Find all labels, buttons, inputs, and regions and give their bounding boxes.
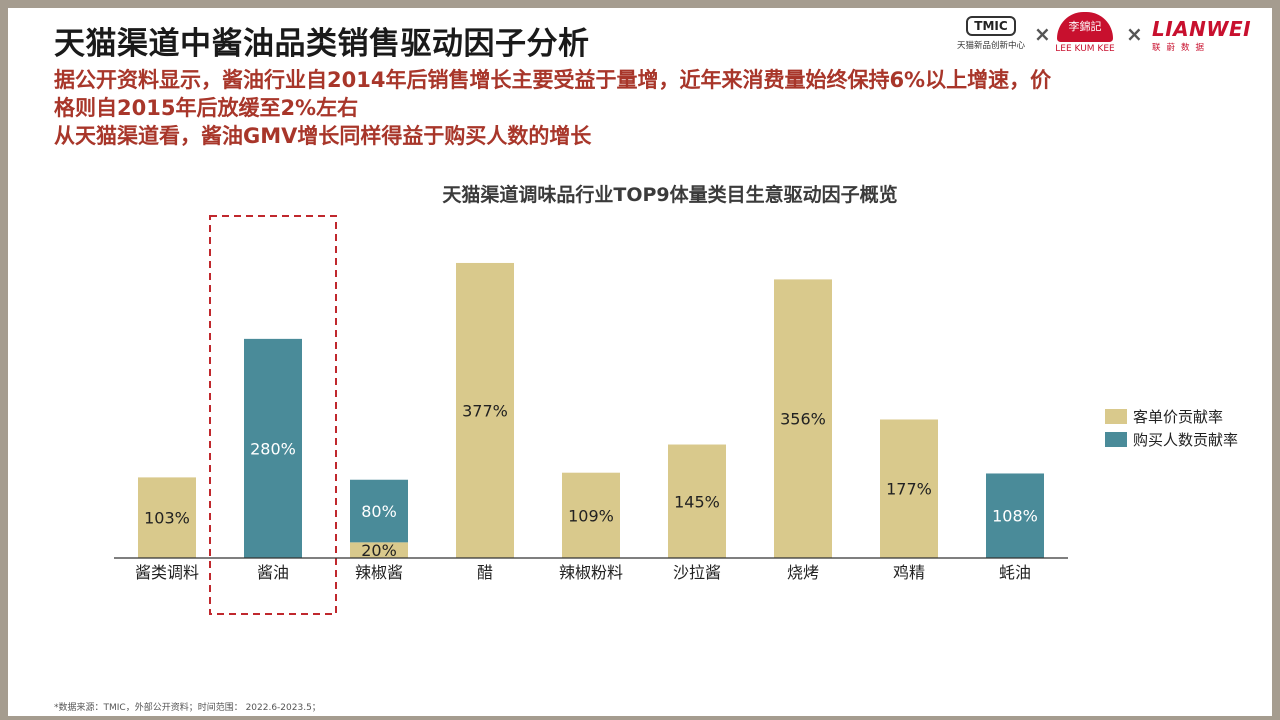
- chart-legend: 客单价贡献率 购买人数贡献率: [1105, 405, 1238, 451]
- tmic-badge: TMIC: [966, 16, 1016, 36]
- highlight-box: [209, 215, 337, 615]
- bar-price-5: [668, 444, 726, 558]
- legend-swatch-buyers: [1105, 432, 1127, 447]
- x-tick-label-4: 辣椒粉料: [559, 563, 623, 582]
- legend-label-price: 客单价贡献率: [1133, 408, 1224, 426]
- lee-kum-kee-logo: 李錦記 LEE KUM KEE: [1054, 12, 1116, 54]
- bar-price-6: [774, 279, 832, 558]
- chart-title: 天猫渠道调味品行业TOP9体量类目生意驱动因子概览: [442, 184, 898, 206]
- times-icon: ×: [1126, 22, 1143, 46]
- bar-price-3: [456, 262, 514, 558]
- partner-logos: TMIC 天猫新品创新中心 × 李錦記 LEE KUM KEE × LIANWE…: [954, 12, 1264, 58]
- legend-swatch-price: [1105, 409, 1127, 424]
- bar-buyers-2: [350, 479, 408, 543]
- subtitle-line-1: 据公开资料显示，酱油行业自2014年后销售增长主要受益于量增，近年来消费量始终保…: [54, 68, 1052, 92]
- data-label-price-3: 377%: [462, 401, 508, 420]
- data-label-price-6: 356%: [780, 410, 826, 429]
- data-source-note: *数据来源：TMIC，外部公开资料；时间范围： 2022.6-2023.5；: [54, 703, 321, 713]
- x-tick-label-0: 酱类调料: [135, 563, 199, 582]
- x-tick-label-2: 辣椒酱: [355, 563, 403, 582]
- bar-price-7: [880, 419, 938, 558]
- lianwei-logo: LIANWEI 联蔚数据: [1152, 18, 1251, 53]
- data-label-price-0: 103%: [144, 509, 190, 528]
- legend-item-buyers: 购买人数贡献率: [1105, 428, 1238, 451]
- subtitle-line-3: 从天猫渠道看，酱油GMV增长同样得益于购买人数的增长: [54, 124, 592, 148]
- subtitle: 据公开资料显示，酱油行业自2014年后销售增长主要受益于量增，近年来消费量始终保…: [54, 66, 1194, 150]
- lianwei-name: LIANWEI: [1152, 17, 1252, 41]
- bar-price-0: [138, 477, 196, 558]
- bar-buyers-1: [244, 338, 302, 558]
- x-tick-label-5: 沙拉酱: [673, 563, 721, 582]
- data-label-buyers-2: 80%: [361, 502, 397, 521]
- data-label-price-7: 177%: [886, 480, 932, 499]
- bar-buyers-8: [986, 473, 1044, 558]
- bar-price-4: [562, 472, 620, 558]
- subtitle-line-2: 格则自2015年后放缓至2%左右: [54, 96, 359, 120]
- lkk-english: LEE KUM KEE: [1055, 44, 1115, 54]
- page-title: 天猫渠道中酱油品类销售驱动因子分析: [54, 26, 590, 62]
- x-tick-label-7: 鸡精: [893, 563, 925, 582]
- legend-label-buyers: 购买人数贡献率: [1133, 431, 1239, 449]
- x-tick-label-8: 蚝油: [999, 563, 1031, 582]
- bar-price-2: [350, 542, 408, 558]
- x-tick-label-6: 烧烤: [787, 563, 819, 582]
- x-tick-label-3: 醋: [477, 563, 493, 582]
- data-label-buyers-8: 108%: [992, 507, 1038, 526]
- times-icon: ×: [1034, 22, 1051, 46]
- data-label-price-4: 109%: [568, 506, 614, 525]
- tmic-name: 天猫新品创新中心: [956, 41, 1025, 51]
- data-label-buyers-1: 280%: [250, 439, 296, 458]
- lianwei-sub: 联蔚数据: [1152, 43, 1211, 53]
- x-tick-label-1: 酱油: [257, 563, 289, 582]
- data-label-price-5: 145%: [674, 492, 720, 511]
- data-label-price-2: 20%: [361, 541, 397, 560]
- legend-item-price: 客单价贡献率: [1105, 405, 1238, 428]
- tmic-logo: TMIC 天猫新品创新中心: [954, 14, 1028, 51]
